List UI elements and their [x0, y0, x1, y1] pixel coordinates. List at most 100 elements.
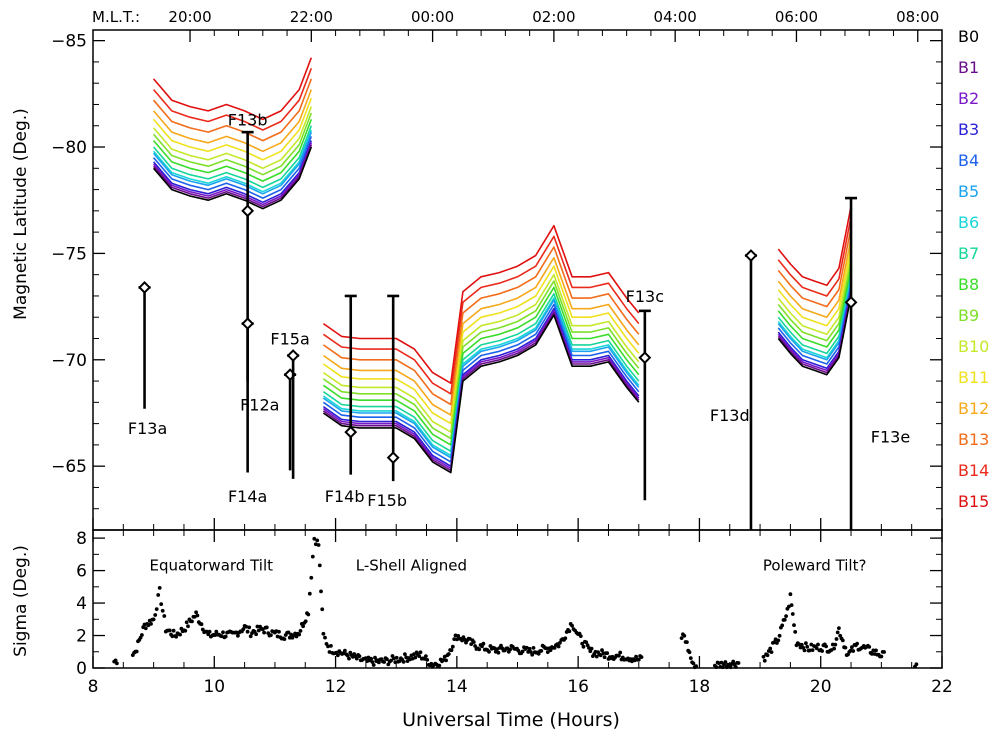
- mlt-tick-label: 06:00: [775, 8, 818, 26]
- sigma-point: [790, 612, 795, 616]
- sigma-point: [719, 660, 724, 665]
- sigma-point: [394, 655, 399, 660]
- sigma-point: [850, 645, 854, 650]
- band-line-b5-segment-3: [777, 280, 852, 361]
- sigma-point: [618, 650, 623, 655]
- sigma-point: [762, 658, 767, 663]
- sigma-point: [685, 640, 689, 644]
- sigma-point: [115, 661, 119, 666]
- sigma-point: [345, 653, 350, 658]
- sigma-point: [688, 656, 693, 660]
- error-bar-f13e: [844, 196, 858, 530]
- legend-entry-b15: B15: [958, 492, 989, 511]
- sigma-point: [186, 624, 190, 629]
- sigma-tick-label: 4: [76, 594, 87, 614]
- sigma-point: [234, 630, 239, 635]
- band-line-b12-segment-2: [322, 256, 640, 416]
- sigma-point: [297, 632, 302, 637]
- sigma-point: [236, 633, 240, 638]
- sigma-point: [326, 644, 330, 649]
- sigma-point: [149, 622, 153, 626]
- sigma-point: [370, 660, 375, 664]
- sigma-point: [481, 641, 486, 646]
- sigma-point: [548, 648, 553, 653]
- sigma-point: [768, 646, 773, 651]
- legend-entry-b11: B11: [958, 368, 989, 387]
- legend-entry-b3: B3: [958, 120, 979, 139]
- sigma-point: [731, 659, 736, 664]
- observation-label-f14b: F14b: [325, 487, 365, 506]
- sigma-point: [527, 646, 532, 651]
- sigma-point: [256, 628, 261, 633]
- sigma-point: [254, 632, 258, 637]
- sigma-point: [556, 644, 561, 649]
- sigma-point: [113, 658, 118, 663]
- band-line-b8-segment-1: [152, 119, 313, 182]
- sigma-point: [223, 634, 228, 639]
- sigma-point: [544, 646, 549, 651]
- sigma-point: [602, 655, 607, 660]
- sigma-point: [871, 648, 876, 653]
- sigma-point: [140, 633, 144, 637]
- sigma-point: [413, 655, 418, 660]
- sigma-point: [214, 629, 219, 634]
- sigma-point: [354, 656, 359, 661]
- sigma-point: [539, 649, 544, 653]
- sigma-point: [567, 629, 572, 634]
- sigma-point: [843, 645, 848, 650]
- data-point-diamond: [344, 425, 358, 439]
- sigma-point: [306, 612, 311, 617]
- x-tick-label: 10: [203, 677, 225, 697]
- sigma-point: [153, 613, 158, 617]
- band-line-b14-segment-3: [777, 217, 852, 297]
- sigma-point: [784, 614, 788, 618]
- sigma-tick-label: 0: [76, 659, 87, 679]
- sigma-point: [160, 608, 165, 613]
- sigma-point: [159, 602, 164, 606]
- sigma-point: [792, 623, 796, 627]
- sigma-point: [244, 624, 249, 629]
- x-tick-labels: 8 10 12 14 16 18 20 22: [88, 518, 953, 697]
- sigma-point: [598, 653, 603, 658]
- band-line-b10-segment-3: [777, 255, 852, 336]
- band-line-b9-segment-3: [777, 261, 852, 342]
- band-line-b2-segment-2: [322, 310, 640, 470]
- sigma-point: [373, 655, 377, 660]
- band-line-b9-segment-2: [322, 280, 640, 440]
- band-line-b11-segment-2: [322, 265, 640, 425]
- band-line-b10-segment-1: [152, 106, 313, 170]
- sigma-point: [882, 650, 886, 654]
- error-bar-f15b: [386, 294, 400, 482]
- sigma-point: [508, 647, 512, 652]
- mlt-tick-label: 04:00: [654, 8, 697, 26]
- band-line-b1-segment-2: [322, 312, 640, 472]
- sigma-point: [329, 644, 333, 648]
- sigma-point: [851, 649, 856, 653]
- observation-label-f13b: F13b: [228, 110, 268, 129]
- observation-label-f13a: F13a: [128, 419, 167, 438]
- sigma-point: [563, 636, 568, 641]
- band-line-b6-segment-2: [322, 297, 640, 457]
- sigma-point: [316, 543, 321, 547]
- legend-entry-b13: B13: [958, 430, 989, 449]
- sigma-point: [247, 625, 252, 630]
- error-bar-f13c: [638, 309, 652, 501]
- sigma-point: [417, 654, 422, 658]
- band-line-b0-segment-1: [152, 146, 313, 210]
- sigma-point: [820, 649, 824, 653]
- band-line-b5-segment-2: [322, 299, 640, 459]
- mlt-tick-label: 22:00: [290, 8, 333, 26]
- band-line-b0-segment-2: [322, 314, 640, 474]
- sigma-point: [765, 653, 770, 658]
- sigma-point: [833, 642, 838, 647]
- sigma-point: [184, 620, 189, 625]
- x-tick-label: 16: [567, 677, 589, 697]
- data-point-diamond: [638, 351, 652, 365]
- sigma-point: [157, 586, 162, 590]
- sigma-point: [162, 614, 167, 618]
- sigma-point: [194, 610, 199, 615]
- sigma-point: [469, 642, 474, 646]
- sigma-point: [446, 652, 451, 656]
- sigma-point: [317, 563, 322, 568]
- sigma-point: [178, 632, 183, 637]
